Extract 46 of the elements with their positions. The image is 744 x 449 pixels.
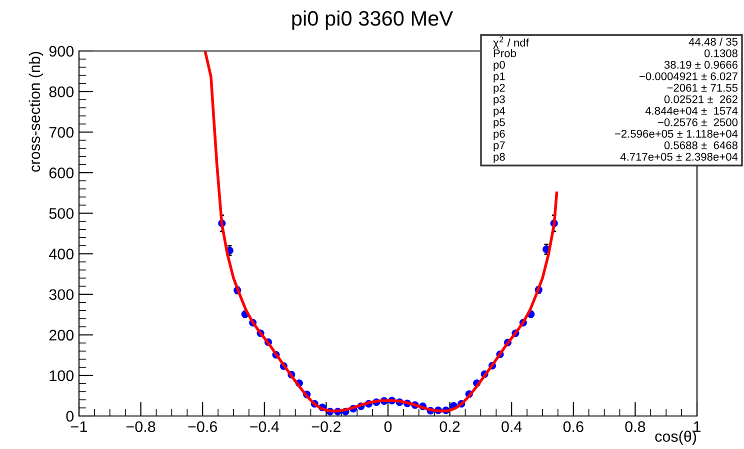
annotation: p3 (494, 95, 505, 106)
y-tick-label: 900 (49, 46, 74, 57)
y-tick-label: 200 (49, 330, 74, 341)
annotation: p0 (494, 60, 505, 71)
x-tick-label: 0.6 (563, 421, 584, 432)
y-tick-label: 600 (49, 168, 74, 178)
text: 44.48 / 35 (688, 38, 738, 46)
annotation: p1 (494, 72, 505, 82)
annotation: p7 (494, 141, 505, 152)
annotation: −2.596e+05 ± 1.118e+04 (614, 130, 738, 138)
annotation: −0.2576 ± 2500 (658, 118, 738, 126)
annotation: 0.5688 ± 6468 (664, 141, 738, 150)
text: 0.1308 (704, 49, 738, 58)
x-tick-label: 0 (384, 421, 392, 432)
annotation: Prob (494, 49, 516, 58)
y-tick-label: 400 (49, 248, 74, 260)
x-axis-title: cos(θ) (655, 430, 696, 445)
annotation: p6 (494, 130, 505, 140)
x-tick-label: −0.2 (312, 421, 341, 432)
x-tick-label: −0.4 (250, 421, 280, 432)
annotation: 38.19 ± 0.9666 (664, 60, 738, 69)
x-tick-label: 0.8 (625, 421, 646, 432)
annotation: −0.0004921 ± 6.027 (639, 72, 738, 80)
y-axis-title: cross-section (nb) (28, 52, 44, 172)
annotation: 4.717e+05 ± 2.398e+04 (620, 152, 738, 161)
annotation: p5 (494, 118, 505, 128)
x-tick-label: −0.8 (126, 421, 156, 432)
annotation: p4 (494, 106, 506, 117)
y-tick-label: 500 (49, 208, 74, 219)
annotation: p8 (494, 152, 505, 163)
x-tick-label: 0.2 (440, 421, 460, 432)
y-tick-label: 700 (49, 126, 74, 138)
x-tick-label: 1 (694, 421, 701, 432)
y-tick-label: 0 (66, 410, 74, 422)
annotation: p2 (494, 84, 505, 94)
chart-title: pi0 pi0 3360 MeV (292, 10, 453, 30)
annotation: 0.02521 ± 262 (664, 95, 738, 104)
annotation: 4.844e+04 ± 1574 (645, 106, 738, 115)
y-tick-label: 100 (50, 370, 74, 382)
y-tick-label: 800 (49, 86, 74, 98)
x-tick-label: 0.4 (502, 421, 522, 432)
x-tick-label: −0.6 (188, 421, 218, 432)
text: χ$^{2}$ / ndf (493, 36, 529, 49)
y-tick-label: 300 (49, 289, 74, 300)
x-tick-label: −1 (71, 421, 87, 432)
annotation: −2061 ± 71.55 (667, 84, 738, 92)
